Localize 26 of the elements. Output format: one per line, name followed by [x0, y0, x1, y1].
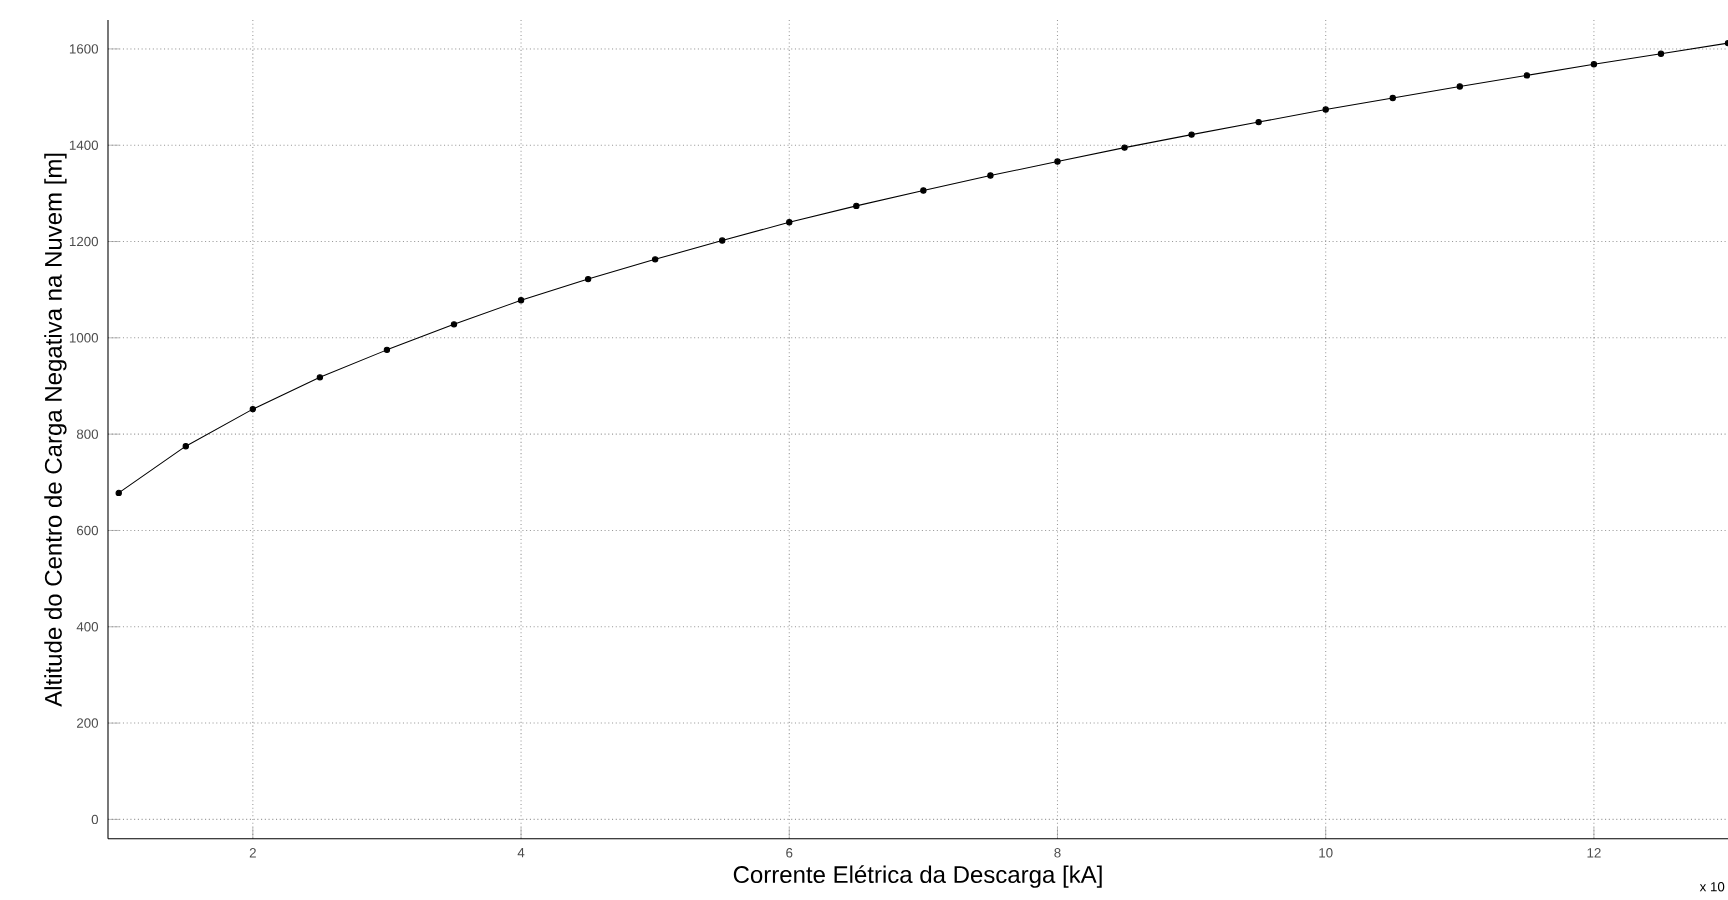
point	[1322, 106, 1329, 113]
point	[316, 374, 324, 381]
point	[651, 256, 659, 263]
point	[584, 275, 592, 283]
point	[383, 346, 391, 354]
point	[1255, 118, 1262, 126]
point	[1523, 72, 1531, 79]
point	[719, 237, 726, 244]
point	[115, 489, 122, 497]
point	[182, 442, 189, 450]
point	[987, 172, 994, 179]
point	[249, 405, 257, 413]
x-axis-title: Corrente Elétrica da Descarga [kA]	[733, 865, 1102, 888]
point	[450, 321, 458, 328]
point	[517, 297, 525, 304]
point	[786, 219, 793, 226]
point	[1389, 94, 1396, 102]
point	[1590, 61, 1598, 68]
point	[1054, 158, 1061, 165]
point	[1456, 83, 1464, 90]
point	[920, 187, 927, 194]
point	[853, 202, 860, 210]
point	[1657, 50, 1665, 57]
point	[1121, 144, 1128, 151]
point	[1188, 131, 1195, 138]
y-axis-title: Altitude do Centro de Carga Negativa na Nuvem [m]	[44, 153, 67, 707]
